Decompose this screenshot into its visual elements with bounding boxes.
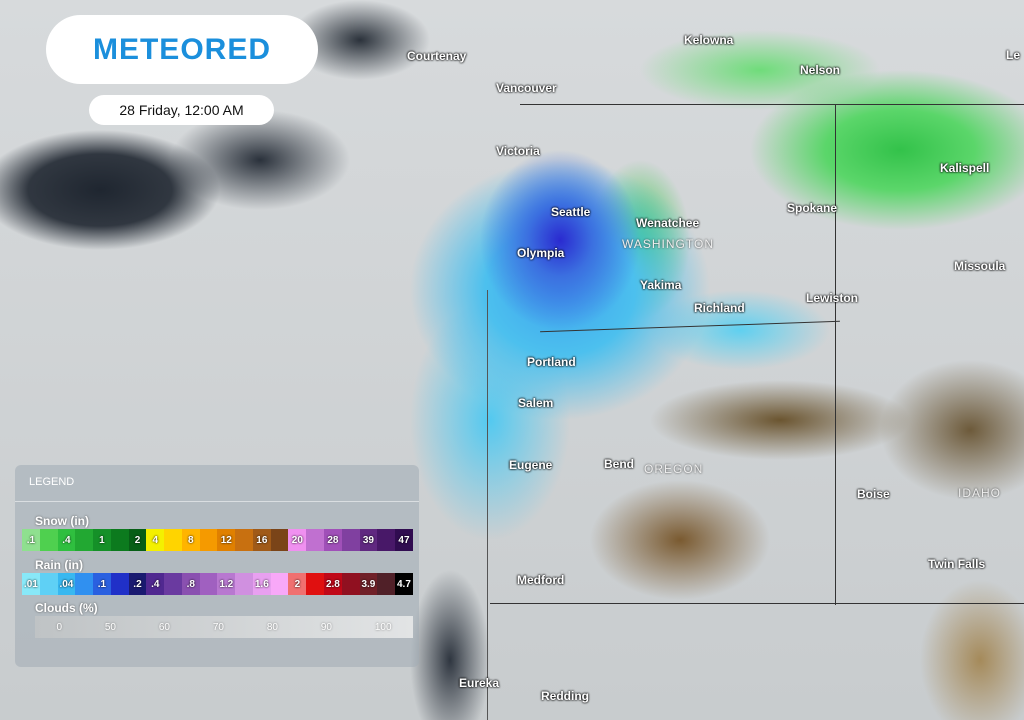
region-label: IDAHO [958,486,1002,500]
city-label: Eureka [459,676,500,690]
city-label: Redding [541,689,589,703]
city-label: Spokane [787,201,838,215]
rain-scale: .01 .04 .1 .2.4 .8 1.2 1.6 2 2.8 3.9 4.7 [22,573,413,595]
city-label: Bend [604,457,634,471]
region-label: WASHINGTON [622,237,715,251]
rain-swatch: .1 [93,573,111,595]
or-ca-border [490,603,1024,604]
clouds-tick: 100 [374,621,392,633]
rain-swatch: .01 [22,573,40,595]
rain-swatch: 1.6 [252,573,271,595]
snow-swatch: 39 [359,529,378,551]
rain-swatch: .8 [181,573,200,595]
rain-swatch [75,573,94,595]
snow-swatch [110,529,129,551]
city-label: Vancouver [496,81,557,95]
rain-swatch [306,573,325,595]
rain-swatch: .2 [128,573,147,595]
snow-swatch: 28 [324,529,342,551]
clouds-tick: 0 [56,621,62,633]
city-label: Olympia [517,246,565,260]
forecast-timestamp: 28 Friday, 12:00 AM [89,95,274,125]
coastline [487,290,488,720]
snow-scale: .1.4 1 2 4 8 12 16 20 28 39 47 [22,529,413,551]
snow-swatch [75,529,94,551]
rain-swatch [270,573,289,595]
city-label: Salem [518,396,554,410]
snow-swatch: 8 [181,529,200,551]
snow-swatch: 47 [395,529,413,551]
city-label: Missoula [954,259,1006,273]
snow-swatch: .1 [22,529,40,551]
snow-swatch: 4 [146,529,165,551]
clouds-scale: 0 50 60 70 80 90 100 [35,616,413,638]
snow-swatch [306,529,325,551]
rain-swatch: .04 [57,573,76,595]
city-label: Eugene [509,458,553,472]
clouds-tick: 80 [266,621,278,633]
snow-swatch [199,529,218,551]
idaho-border [835,105,836,605]
city-label: Lewiston [806,291,859,305]
snow-swatch: 12 [217,529,236,551]
city-label: Kelowna [684,33,734,47]
clouds-tick: 70 [212,621,224,633]
rain-swatch [39,573,58,595]
clouds-tick: 60 [158,621,170,633]
rain-swatch [199,573,218,595]
rain-swatch [341,573,360,595]
snow-label: Snow (in) [35,514,89,528]
city-label: Kalispell [940,161,990,175]
snow-swatch [39,529,58,551]
rain-swatch [110,573,129,595]
rain-swatch [377,573,396,595]
city-label: Portland [527,355,576,369]
snow-swatch [341,529,360,551]
legend-divider [15,501,419,502]
canada-border [520,104,1024,105]
clouds-tick: 50 [104,621,116,633]
legend-title: LEGEND [29,476,75,488]
logo-text: METEORED [92,32,271,66]
city-label: Le [1006,48,1021,62]
rain-swatch: 4.7 [395,573,413,595]
rain-swatch: 3.9 [359,573,378,595]
snow-swatch: 1 [93,529,111,551]
snow-swatch [235,529,253,551]
city-label: Yakima [640,278,682,292]
rain-swatch: .4 [146,573,165,595]
legend-panel: LEGEND Snow (in) .1.4 1 2 4 8 12 16 20 28 39 47 Ra… [15,465,419,667]
rain-label: Rain (in) [35,558,83,572]
snow-swatch [270,529,289,551]
rain-swatch: 1.2 [217,573,236,595]
rain-swatch [235,573,253,595]
city-label: Medford [517,573,565,587]
snow-swatch: 2 [128,529,147,551]
clouds-tick: 90 [320,621,332,633]
city-label: Courtenay [407,49,467,63]
city-label: Seattle [551,205,591,219]
wa-or-border [540,320,840,333]
rain-swatch [164,573,182,595]
snow-swatch [164,529,182,551]
snow-swatch: 20 [288,529,307,551]
rain-swatch: 2 [288,573,307,595]
snow-swatch: .4 [57,529,76,551]
city-label: Victoria [496,144,540,158]
region-label: OREGON [644,462,704,476]
rain-swatch: 2.8 [324,573,342,595]
clouds-label: Clouds (%) [35,601,98,615]
snow-swatch [377,529,396,551]
city-label: Nelson [800,63,841,77]
city-label: Twin Falls [928,557,986,571]
city-label: Wenatchee [636,216,700,230]
meteored-logo[interactable]: METEORED [46,15,318,84]
snow-swatch: 16 [252,529,271,551]
city-label: Richland [694,301,745,315]
city-label: Boise [857,487,890,501]
